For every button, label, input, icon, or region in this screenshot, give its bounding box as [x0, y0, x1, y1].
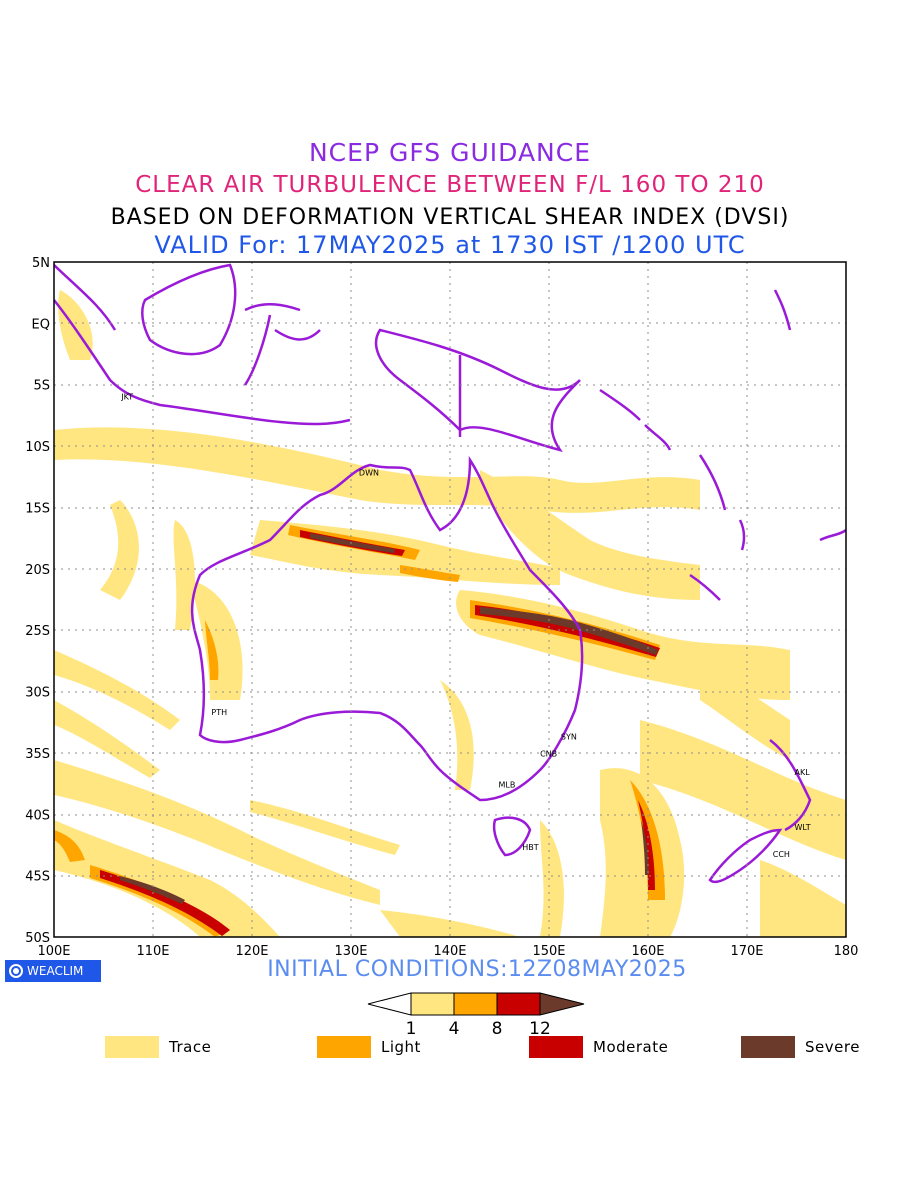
city-label-cnb: CNB — [540, 750, 557, 759]
legend-swatch-trace — [105, 1036, 159, 1058]
city-label-hbt: HBT — [522, 843, 539, 852]
lat-tick-label: 10S — [25, 440, 50, 455]
lat-tick-label: 20S — [25, 563, 50, 578]
lon-tick-label: 180 — [834, 944, 859, 959]
legend-label-trace: Trace — [169, 1038, 212, 1056]
lon-tick-label: 110E — [136, 944, 169, 959]
map-frame — [53, 261, 847, 938]
city-label-mlb: MLB — [499, 780, 516, 789]
lon-tick-label: 130E — [334, 944, 367, 959]
turbulence-fields: JKT DWN PTH SYN CNB MLB HBT AKL WLT CCH — [54, 262, 846, 937]
lon-tick-label: 150E — [532, 944, 565, 959]
legend-swatch-severe — [741, 1036, 795, 1058]
lon-tick-label: 140E — [433, 944, 466, 959]
initial-conditions: INITIAL CONDITIONS:12Z08MAY2025 — [267, 957, 687, 982]
city-label-akl: AKL — [795, 768, 811, 777]
legend-label-moderate: Moderate — [593, 1038, 669, 1056]
lat-tick-label: 15S — [25, 501, 50, 516]
lat-tick-label: 5N — [32, 256, 50, 271]
chart-title: NCEP GFS GUIDANCE — [308, 138, 591, 167]
method-line: BASED ON DEFORMATION VERTICAL SHEAR INDE… — [110, 205, 790, 230]
lat-tick-label: 25S — [25, 624, 50, 639]
lat-tick-label: 30S — [25, 686, 50, 701]
colorbar-tick: 8 — [492, 1019, 503, 1039]
lat-tick-label: 5S — [33, 379, 50, 394]
lat-tick-label: 50S — [25, 931, 50, 946]
lat-tick-label: 40S — [25, 808, 50, 823]
logo-circle-icon — [9, 964, 23, 978]
city-label-wlt: WLT — [795, 823, 811, 832]
logo-text: WEACLIM — [27, 964, 84, 978]
lon-tick-label: 160E — [631, 944, 664, 959]
lat-tick-label: 45S — [25, 870, 50, 885]
city-markers: JKT DWN PTH SYN CNB MLB HBT AKL WLT CCH — [120, 392, 810, 859]
city-label-cch: CCH — [773, 850, 790, 859]
colorbar-tick: 4 — [449, 1019, 460, 1039]
lon-tick-label: 170E — [730, 944, 763, 959]
legend-label-severe: Severe — [805, 1038, 860, 1056]
coastlines — [54, 263, 846, 884]
turbulence-map: JKT DWN PTH SYN CNB MLB HBT AKL WLT CCH 5N EQ 5S 10S… — [25, 256, 859, 959]
weaclim-logo: WEACLIM — [5, 960, 101, 982]
lat-tick-label: EQ — [32, 317, 50, 332]
colorbar-tick: 1 — [406, 1019, 417, 1039]
lat-tick-label: 35S — [25, 747, 50, 762]
legend-swatch-moderate — [529, 1036, 583, 1058]
city-label-syn: SYN — [561, 732, 577, 741]
valid-time: VALID For: 17MAY2025 at 1730 IST /1200 U… — [154, 231, 746, 259]
chart-subtitle: CLEAR AIR TURBULENCE BETWEEN F/L 160 TO … — [135, 172, 765, 198]
lon-tick-label: 100E — [37, 944, 70, 959]
lon-tick-label: 120E — [235, 944, 268, 959]
city-label-pth: PTH — [211, 708, 227, 717]
gridlines — [54, 262, 846, 937]
legend-label-light: Light — [381, 1038, 421, 1056]
city-label-dwn: DWN — [359, 469, 379, 478]
city-label-jkt: JKT — [120, 392, 133, 401]
legend-swatch-light — [317, 1036, 371, 1058]
